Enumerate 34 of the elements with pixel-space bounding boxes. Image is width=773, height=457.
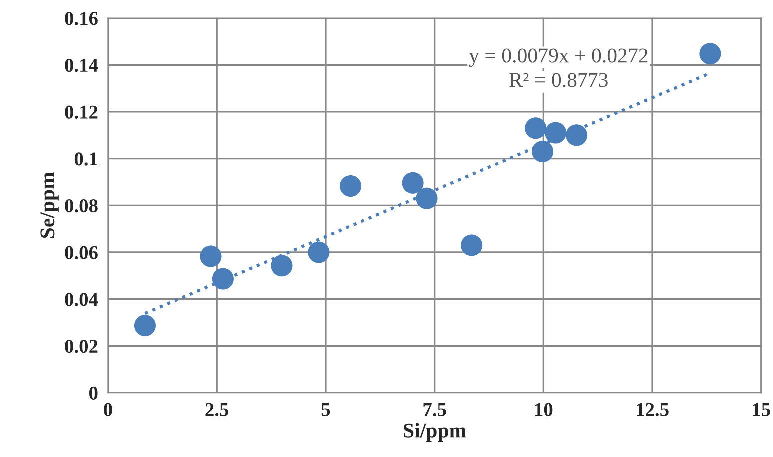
point (566, 124, 588, 146)
x-tick-label: 2.5 (206, 403, 229, 417)
y-tick-label: 0.16 (65, 12, 98, 26)
y-tick-label: 0.08 (65, 199, 98, 213)
point (532, 141, 554, 163)
annotation: R² = 0.8773 (510, 73, 608, 88)
x-tick-label: 15 (753, 403, 770, 416)
y-tick-label: 0.14 (65, 58, 98, 72)
point (416, 188, 438, 210)
x-tick-label: 7.5 (424, 404, 446, 417)
x-axis-title: Si/ppm (404, 423, 466, 442)
y-tick-label: 0 (90, 386, 98, 400)
y-tick-label: 0.12 (65, 106, 98, 119)
point (308, 242, 330, 264)
x-tick-label: 12.5 (637, 403, 669, 417)
x-tick-label: 10 (536, 403, 553, 416)
point (545, 122, 567, 144)
annotation: y = 0.0079x + 0.0272 (469, 48, 648, 68)
point (700, 43, 722, 65)
y-tick-label: 0.04 (65, 293, 98, 306)
y-axis-title: Se/ppm (40, 172, 59, 238)
x-tick-label: 0 (104, 403, 112, 416)
point (340, 175, 362, 197)
x-tick-label: 5 (322, 404, 330, 416)
point (525, 118, 547, 140)
point (200, 246, 222, 268)
point (461, 234, 483, 256)
point (212, 268, 234, 290)
point (134, 315, 156, 337)
point (402, 172, 424, 194)
y-tick-label: 0.06 (65, 246, 98, 260)
y-tick-label: 0.1 (74, 152, 98, 166)
point (271, 255, 293, 277)
y-tick-label: 0.02 (65, 340, 98, 354)
